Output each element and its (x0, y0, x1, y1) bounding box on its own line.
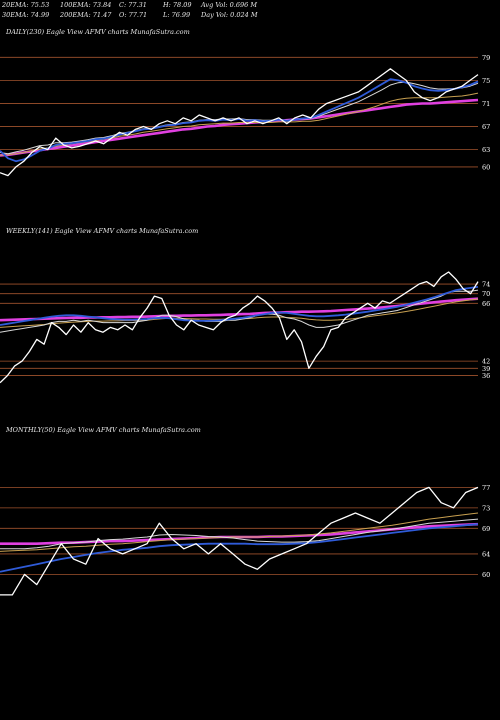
chart-panel-3: MONTHLY(50) Eagle View AFMV charts Munaf… (0, 426, 490, 596)
price-line (0, 486, 479, 596)
header-low: L: 76.99 (163, 11, 191, 19)
ema-slow-line (0, 523, 479, 573)
header-close: C: 77.31 (119, 1, 147, 9)
y-tick-label: 75 (482, 77, 490, 85)
y-tick-label: 74 (482, 281, 490, 289)
ema-long-line (0, 297, 479, 322)
header-30ema: 30EMA: 74.99 (2, 11, 50, 19)
ema-slow-line (0, 78, 479, 163)
y-tick-label: 77 (482, 484, 490, 492)
y-tick-label: 73 (482, 504, 490, 512)
header-avg-vol: Avg Vol: 0.696 M (201, 1, 258, 9)
header-200ema: 200EMA: 71.47 (60, 11, 112, 19)
ema-fast-line (0, 289, 479, 333)
chart-panel-2: WEEKLY(141) Eagle View AFMV charts Munaf… (0, 227, 490, 384)
panel-label: WEEKLY(141) Eagle View AFMV charts Munaf… (6, 227, 198, 235)
chart-panel-1: DAILY(230) Eagle View AFMV charts Munafa… (0, 28, 490, 177)
header-20ema: 20EMA: 75.53 (2, 1, 50, 9)
y-tick-label: 70 (482, 290, 490, 298)
price-line (0, 271, 479, 384)
header-100ema: 100EMA: 73.84 (60, 1, 112, 9)
y-tick-label: 63 (482, 146, 490, 154)
y-tick-label: 66 (482, 300, 490, 308)
y-tick-label: 39 (482, 365, 490, 373)
panel-label: DAILY(230) Eagle View AFMV charts Munafa… (5, 28, 190, 36)
y-tick-label: 60 (482, 163, 490, 171)
y-tick-label: 36 (482, 372, 490, 380)
y-tick-label: 71 (482, 100, 490, 108)
header-open: O: 77.71 (119, 11, 148, 19)
ema-long-line (0, 98, 479, 157)
y-tick-label: 64 (482, 550, 490, 558)
panel-label: MONTHLY(50) Eagle View AFMV charts Munaf… (5, 426, 201, 434)
y-tick-label: 60 (482, 571, 490, 579)
price-line (0, 68, 479, 177)
y-tick-label: 79 (482, 54, 490, 62)
ema-fast-line (0, 518, 479, 550)
y-tick-label: 42 (482, 358, 490, 366)
y-tick-label: 69 (482, 525, 490, 533)
header-high: H: 78.09 (163, 1, 192, 9)
ema-slow-line (0, 286, 479, 326)
header-day-vol: Day Vol: 0.024 M (201, 11, 258, 19)
y-tick-label: 67 (482, 123, 490, 131)
ema-mid-line (0, 512, 479, 552)
